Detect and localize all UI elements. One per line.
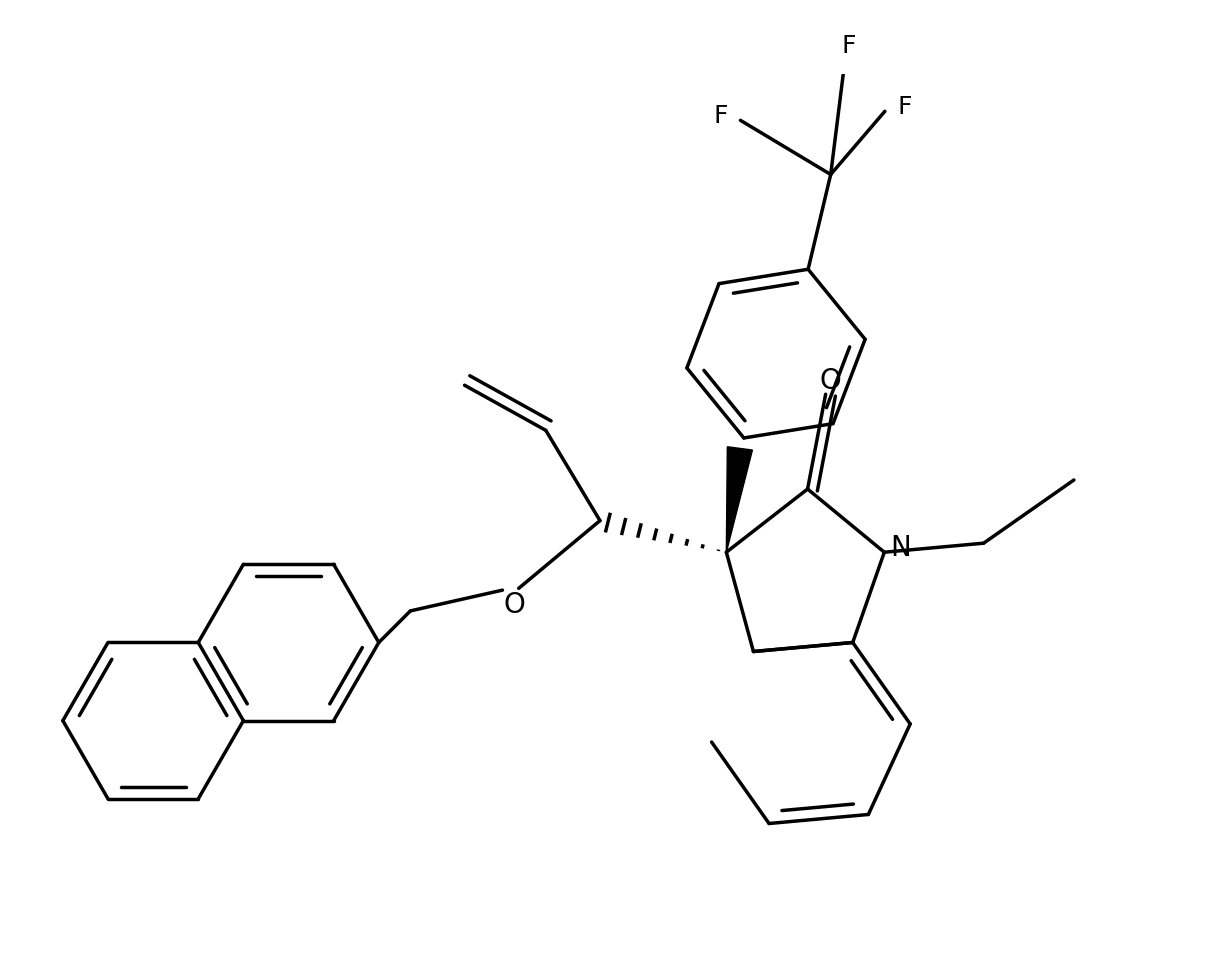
- Text: F: F: [842, 35, 856, 59]
- Text: F: F: [713, 104, 728, 128]
- Polygon shape: [726, 446, 752, 552]
- Text: O: O: [820, 367, 840, 395]
- Text: O: O: [503, 590, 525, 618]
- Text: F: F: [897, 95, 912, 119]
- Text: N: N: [891, 534, 910, 562]
